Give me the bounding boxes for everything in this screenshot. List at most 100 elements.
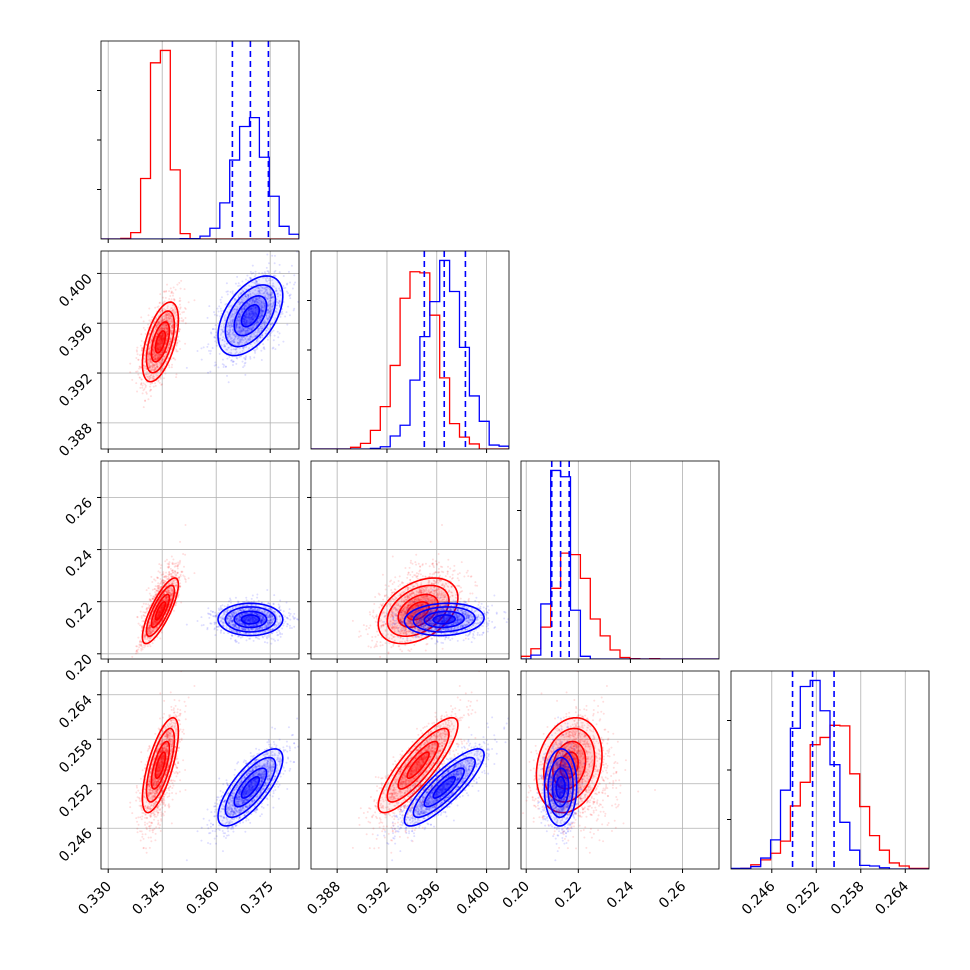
sample-point: [165, 324, 168, 327]
sample-point: [170, 314, 173, 317]
sample-point: [214, 336, 217, 339]
sample-point: [171, 575, 174, 578]
sample-point: [162, 318, 165, 321]
sample-point: [149, 320, 152, 323]
sample-point: [147, 361, 150, 364]
sample-point: [162, 355, 165, 358]
sample-point: [170, 315, 173, 318]
sample-point: [174, 358, 177, 361]
sample-point: [174, 575, 177, 578]
sample-point: [149, 374, 152, 377]
sample-point: [159, 347, 162, 350]
sample-point: [284, 286, 287, 289]
sample-point: [250, 285, 253, 288]
sample-point: [288, 314, 291, 317]
sample-point: [157, 321, 160, 324]
sample-point: [167, 312, 170, 315]
sample-point: [137, 622, 140, 625]
sample-point: [171, 324, 174, 327]
sample-point: [135, 652, 138, 655]
sample-point: [138, 365, 141, 368]
sample-point: [158, 339, 161, 342]
sample-point: [166, 307, 169, 310]
sample-point: [170, 332, 173, 335]
sample-point: [160, 336, 163, 339]
sample-point: [152, 377, 155, 380]
sample-point: [151, 316, 154, 319]
sample-point: [214, 361, 217, 364]
sample-point: [156, 347, 159, 350]
sample-point: [166, 333, 169, 336]
sample-point: [170, 320, 173, 323]
sample-point: [274, 348, 277, 351]
sample-point: [149, 594, 152, 597]
sample-point: [148, 333, 151, 336]
sample-point: [157, 343, 160, 346]
sample-point: [151, 365, 154, 368]
sample-point: [263, 271, 266, 274]
sample-point: [163, 300, 166, 303]
sample-point: [249, 357, 252, 360]
sample-point: [246, 274, 249, 277]
sample-point: [161, 334, 164, 337]
sample-point: [169, 320, 172, 323]
sample-point: [178, 303, 181, 306]
sample-point: [159, 334, 162, 337]
sample-point: [214, 328, 217, 331]
sample-point: [226, 290, 229, 293]
sample-point: [142, 406, 145, 409]
sample-point: [182, 565, 185, 568]
sample-point: [154, 354, 157, 357]
sample-point: [166, 325, 169, 328]
sample-point: [169, 315, 172, 318]
sample-point: [160, 359, 163, 362]
sample-point: [161, 350, 164, 353]
sample-point: [153, 351, 156, 354]
sample-point: [162, 337, 165, 340]
sample-point: [160, 336, 163, 339]
sample-point: [151, 350, 154, 353]
sample-point: [209, 350, 212, 353]
sample-point: [165, 326, 168, 329]
sample-point: [160, 337, 163, 340]
sample-point: [171, 327, 174, 330]
sample-point: [147, 323, 150, 326]
sample-point: [156, 585, 159, 588]
sample-point: [136, 370, 139, 373]
sample-point: [160, 325, 163, 328]
sample-point: [170, 324, 173, 327]
sample-point: [162, 339, 165, 342]
sample-point: [162, 337, 165, 340]
sample-point: [272, 346, 275, 349]
sample-point: [157, 348, 160, 351]
sample-point: [221, 358, 224, 361]
sample-point: [237, 284, 240, 287]
sample-point: [160, 338, 163, 341]
sample-point: [165, 339, 168, 342]
sample-point: [149, 329, 152, 332]
sample-point: [266, 270, 269, 273]
sample-point: [149, 600, 152, 603]
sample-point: [158, 361, 161, 364]
sample-point: [162, 348, 165, 351]
sample-point: [252, 299, 255, 302]
sample-point: [226, 293, 229, 296]
sample-point: [145, 608, 148, 611]
sample-point: [168, 317, 171, 320]
sample-point: [179, 540, 182, 543]
sample-point: [156, 356, 159, 359]
sample-point: [157, 348, 160, 351]
sample-point: [161, 351, 164, 354]
sample-point: [156, 347, 159, 350]
sample-point: [146, 340, 149, 343]
sample-point: [224, 365, 227, 368]
sample-point: [169, 321, 172, 324]
sample-point: [159, 567, 162, 570]
sample-point: [166, 333, 169, 336]
sample-point: [244, 358, 247, 361]
sample-point: [168, 343, 171, 346]
sample-point: [148, 356, 151, 359]
sample-point: [165, 327, 168, 330]
sample-point: [167, 316, 170, 319]
grid: [107, 41, 271, 239]
